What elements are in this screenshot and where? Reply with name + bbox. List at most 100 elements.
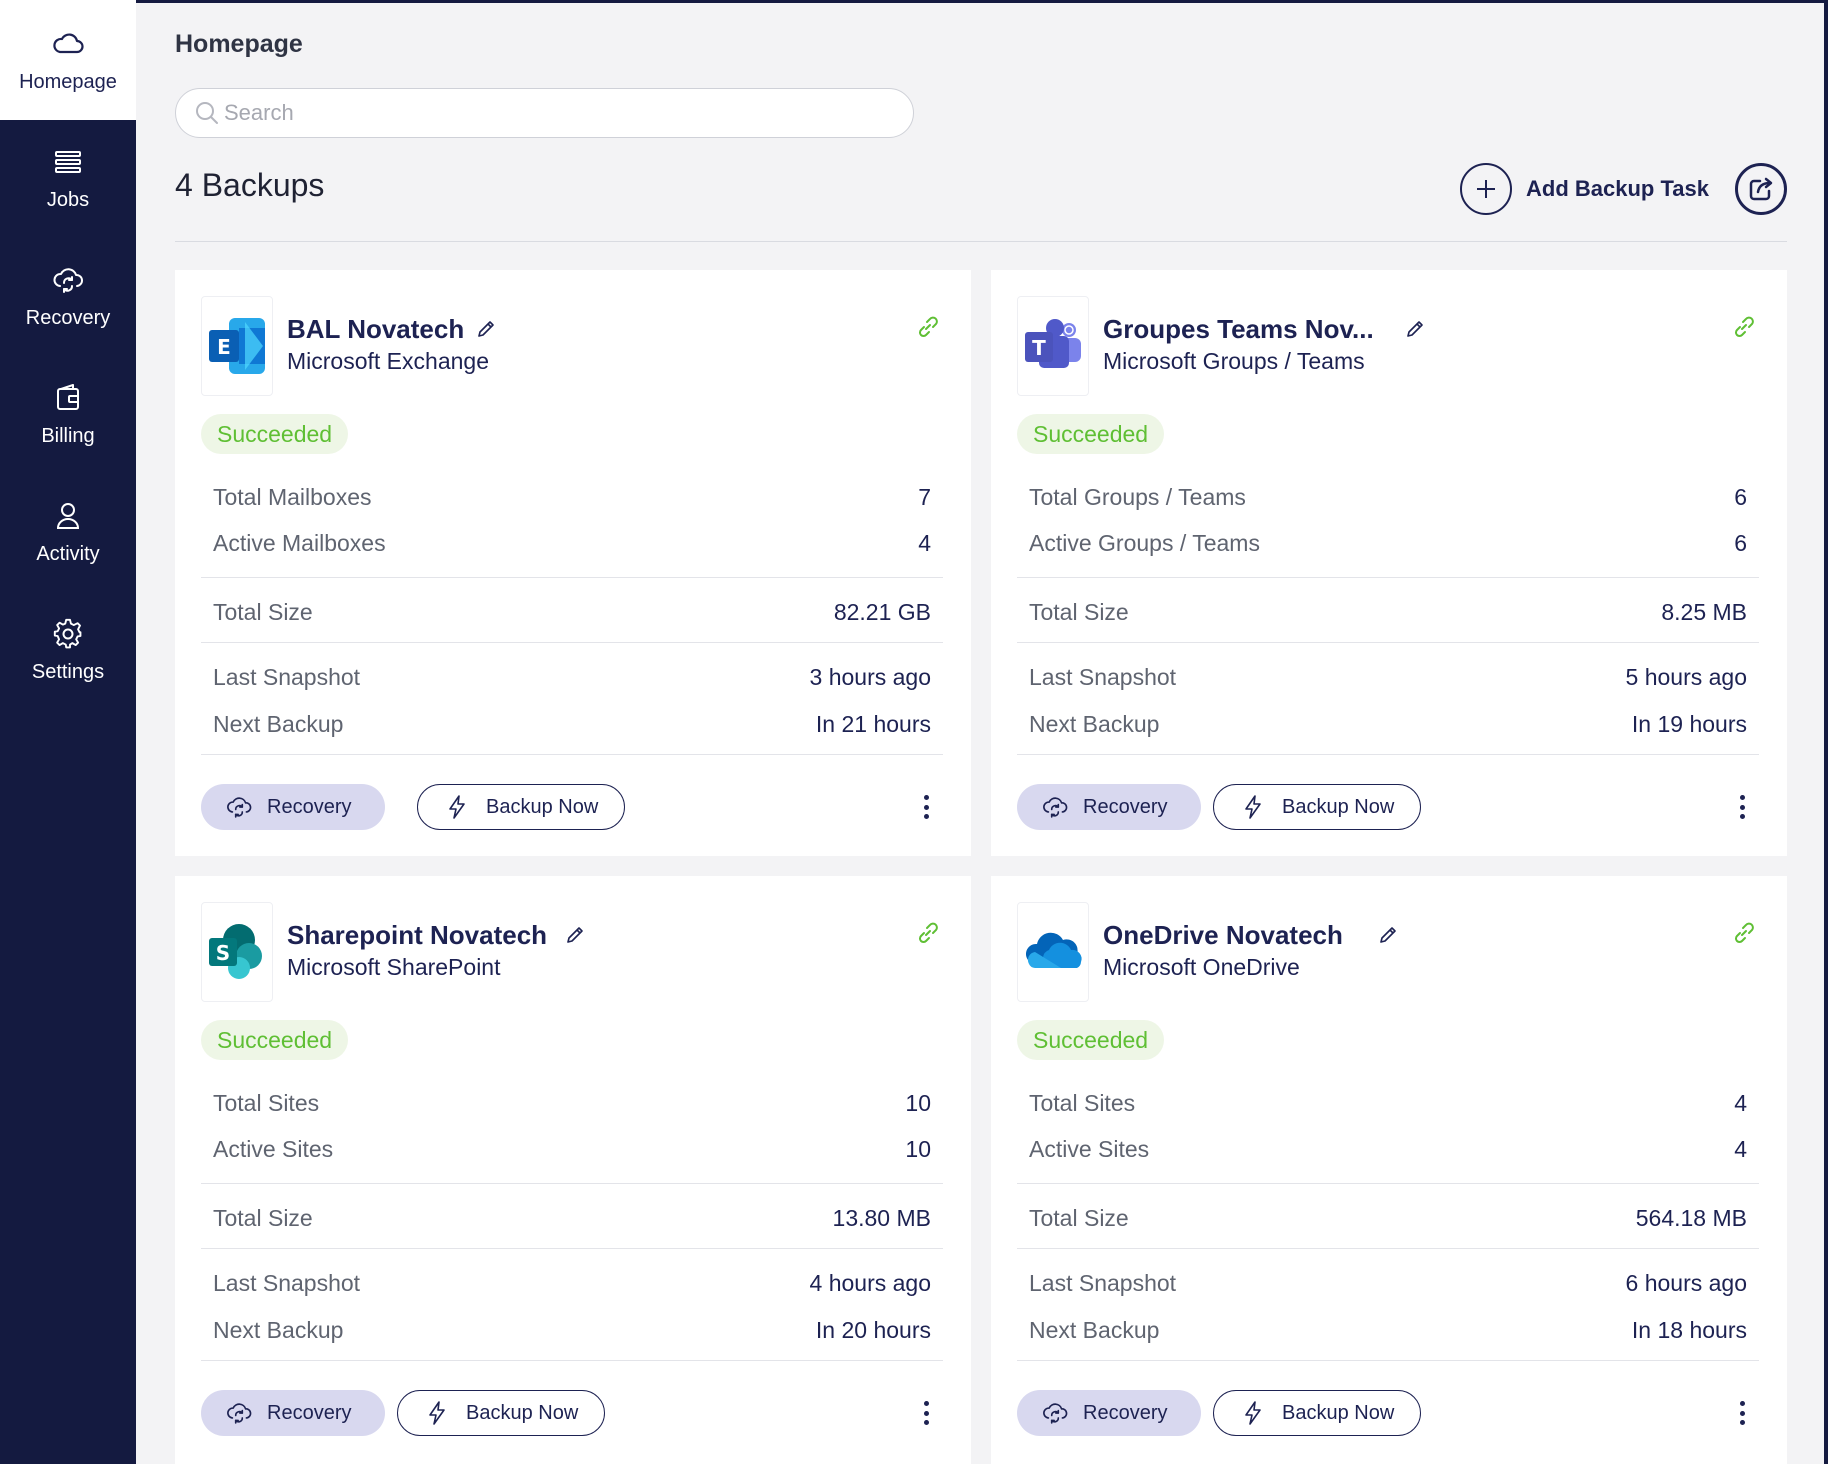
stat-value: 5 hours ago <box>1625 664 1747 690</box>
recovery-button-label: Recovery <box>1083 1401 1168 1424</box>
backup-now-button[interactable]: Backup Now <box>417 784 626 830</box>
stat-value: 564.18 MB <box>1635 1205 1747 1231</box>
sharepoint-icon: S <box>209 924 262 979</box>
nav-item-billing[interactable]: Billing <box>0 356 136 472</box>
link-icon[interactable] <box>1731 920 1757 946</box>
stat-label: Total Mailboxes <box>213 484 372 510</box>
backup-now-label: Backup Now <box>1282 795 1395 818</box>
stat-value: 4 hours ago <box>809 1270 931 1296</box>
nav-item-settings[interactable]: Settings <box>0 592 136 708</box>
stat-label: Last Snapshot <box>1029 1270 1177 1296</box>
lightning-icon <box>449 795 465 819</box>
stat-value: 10 <box>905 1136 931 1162</box>
main-content: Homepage 4 Backups Add Backup Task E <box>136 0 1824 1464</box>
stat-value: In 21 hours <box>815 711 931 737</box>
stat-value: 4 <box>1734 1090 1747 1116</box>
stat-value: 3 hours ago <box>809 664 931 690</box>
link-icon[interactable] <box>915 314 941 340</box>
edit-pencil-icon[interactable] <box>1404 318 1426 340</box>
stat-value: In 18 hours <box>1631 1317 1747 1343</box>
backup-title: BAL Novatech <box>287 314 465 344</box>
recovery-button[interactable]: Recovery <box>201 784 386 830</box>
user-icon <box>56 502 80 529</box>
stat-row-snapshot: Last Snapshot 6 hours ago <box>1029 1270 1747 1297</box>
window-top-border <box>0 0 1828 3</box>
stat-label: Total Size <box>213 599 313 625</box>
backup-service: Microsoft SharePoint <box>287 954 501 980</box>
backup-title: Groupes Teams Nov... <box>1103 314 1374 344</box>
edit-pencil-icon[interactable] <box>475 318 497 340</box>
backup-card: T Groupes Teams Nov... Microsoft Groups … <box>991 270 1787 856</box>
backup-now-button[interactable]: Backup Now <box>397 1390 606 1436</box>
stat-row-active: Active Mailboxes 4 <box>213 530 931 557</box>
svg-text:T: T <box>1032 336 1046 360</box>
nav-label-homepage: Homepage <box>19 70 117 93</box>
stat-label: Active Groups / Teams <box>1029 530 1260 556</box>
svg-text:S: S <box>216 941 230 965</box>
export-button[interactable] <box>1735 163 1787 215</box>
stat-row-next: Next Backup In 20 hours <box>213 1317 931 1344</box>
lightning-icon <box>1245 795 1261 819</box>
search-input[interactable] <box>224 100 884 126</box>
nav-item-recovery[interactable]: Recovery <box>0 238 136 354</box>
link-icon[interactable] <box>1731 314 1757 340</box>
stat-label: Next Backup <box>1029 1317 1160 1343</box>
recovery-button-label: Recovery <box>267 795 352 818</box>
stat-value: 82.21 GB <box>833 599 931 625</box>
stat-row-size: Total Size 8.25 MB <box>1029 599 1747 626</box>
backup-now-label: Backup Now <box>466 1401 579 1424</box>
stat-label: Total Sites <box>213 1090 320 1116</box>
more-options-icon[interactable] <box>1737 1398 1747 1428</box>
stat-label: Total Size <box>213 1205 313 1231</box>
add-backup-task-button[interactable]: Add Backup Task <box>1460 163 1709 215</box>
edit-pencil-icon[interactable] <box>1377 924 1399 946</box>
stat-label: Next Backup <box>1029 711 1160 737</box>
service-logo <box>1017 902 1089 1002</box>
backup-service: Microsoft OneDrive <box>1103 954 1300 980</box>
card-divider <box>1017 642 1759 643</box>
recovery-button[interactable]: Recovery <box>1017 784 1202 830</box>
more-options-icon[interactable] <box>921 792 931 822</box>
more-options-icon[interactable] <box>921 1398 931 1428</box>
stat-row-total: Total Mailboxes 7 <box>213 484 931 511</box>
card-divider <box>1017 1183 1759 1184</box>
search-box[interactable] <box>175 88 914 138</box>
stat-label: Total Sites <box>1029 1090 1136 1116</box>
backup-now-button[interactable]: Backup Now <box>1213 1390 1422 1436</box>
stat-label: Active Mailboxes <box>213 530 386 556</box>
nav-item-activity[interactable]: Activity <box>0 474 136 590</box>
card-divider <box>201 577 943 578</box>
status-badge: Succeeded <box>201 414 349 454</box>
lightning-icon <box>1245 1401 1261 1425</box>
sidebar: Homepage Jobs Recovery Billing Activity … <box>0 0 136 1464</box>
stat-row-active: Active Sites 4 <box>1029 1136 1747 1163</box>
cloud-icon <box>53 32 84 53</box>
nav-item-homepage[interactable]: Homepage <box>0 0 136 120</box>
recovery-button[interactable]: Recovery <box>201 1390 386 1436</box>
nav-item-jobs[interactable]: Jobs <box>0 120 136 236</box>
more-options-icon[interactable] <box>1737 792 1747 822</box>
stat-row-total: Total Groups / Teams 6 <box>1029 484 1747 511</box>
stat-value: 13.80 MB <box>832 1205 931 1231</box>
stat-value: 6 <box>1734 484 1747 510</box>
svg-text:E: E <box>217 335 231 359</box>
recovery-button[interactable]: Recovery <box>1017 1390 1202 1436</box>
card-divider <box>201 1248 943 1249</box>
cloud-sync-icon <box>53 267 83 293</box>
backup-now-button[interactable]: Backup Now <box>1213 784 1422 830</box>
stat-value: 7 <box>918 484 931 510</box>
service-logo: E <box>201 296 273 396</box>
stat-row-next: Next Backup In 21 hours <box>213 711 931 738</box>
backup-now-label: Backup Now <box>486 795 599 818</box>
stat-row-size: Total Size 82.21 GB <box>213 599 931 626</box>
backup-card: OneDrive Novatech Microsoft OneDrive Suc… <box>991 876 1787 1464</box>
stat-row-snapshot: Last Snapshot 4 hours ago <box>213 1270 931 1297</box>
card-divider <box>201 1183 943 1184</box>
stat-label: Total Size <box>1029 599 1129 625</box>
stat-row-next: Next Backup In 18 hours <box>1029 1317 1747 1344</box>
link-icon[interactable] <box>915 920 941 946</box>
edit-pencil-icon[interactable] <box>564 924 586 946</box>
nav-label-activity: Activity <box>36 542 100 565</box>
stat-label: Active Sites <box>1029 1136 1150 1162</box>
stat-row-active: Active Sites 10 <box>213 1136 931 1163</box>
